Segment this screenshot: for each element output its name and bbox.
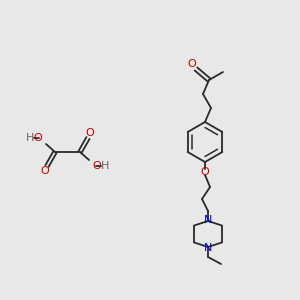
Text: O: O [40,166,50,176]
Text: N: N [204,243,212,253]
Text: H: H [101,161,109,171]
Text: O: O [201,167,209,177]
Text: H: H [26,133,34,143]
Text: O: O [85,128,94,138]
Text: N: N [204,215,212,225]
Text: O: O [93,161,101,171]
Text: O: O [188,59,196,69]
Text: O: O [34,133,42,143]
